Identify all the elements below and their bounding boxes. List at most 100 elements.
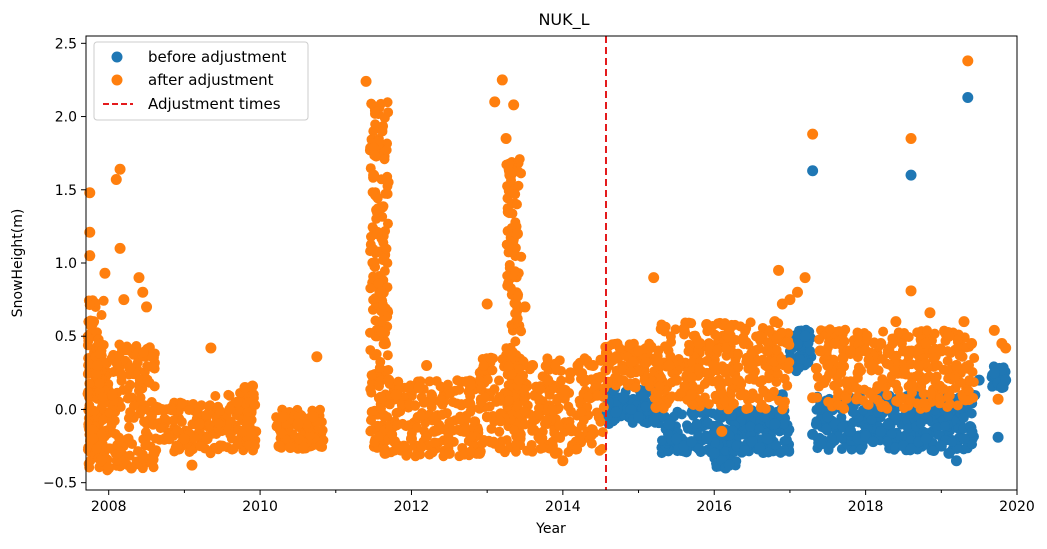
after-adjustment-band-point <box>593 412 604 423</box>
after-adjustment-point <box>413 381 425 393</box>
y-tick-label: 2.5 <box>55 36 77 52</box>
before-adjustment-point <box>950 455 962 467</box>
after-adjustment-band-point <box>377 299 388 310</box>
after-adjustment-band-point <box>688 399 699 410</box>
after-adjustment-band-point <box>416 442 427 453</box>
after-adjustment-band-point <box>125 379 136 390</box>
after-adjustment-band-point <box>702 375 713 386</box>
after-adjustment-band-point <box>132 446 143 457</box>
before-adjustment-point <box>988 367 1000 379</box>
after-adjustment-band-point <box>891 396 902 407</box>
after-adjustment-band-point <box>516 251 527 262</box>
after-adjustment-point <box>928 352 940 364</box>
y-tick-label: 0.0 <box>55 402 77 418</box>
after-adjustment-band-point <box>249 440 260 451</box>
after-adjustment-band-point <box>507 369 518 380</box>
after-adjustment-band-point <box>148 462 159 473</box>
before-adjustment-band-point <box>794 362 805 373</box>
after-adjustment-band-point <box>172 425 183 436</box>
after-adjustment-band-point <box>482 374 493 385</box>
after-adjustment-band-point <box>576 406 587 417</box>
before-adjustment-point <box>670 433 682 445</box>
after-adjustment-point <box>822 360 834 372</box>
after-adjustment-point <box>519 301 531 313</box>
after-adjustment-band-point <box>771 376 782 387</box>
after-adjustment-band-point <box>509 425 520 436</box>
after-adjustment-band-point <box>456 399 467 410</box>
before-adjustment-band-point <box>826 433 837 444</box>
after-adjustment-band-point <box>146 351 157 362</box>
before-adjustment-point <box>746 436 758 448</box>
after-adjustment-point <box>458 425 470 437</box>
after-adjustment-band-point <box>719 395 730 406</box>
before-adjustment-band-point <box>805 345 816 356</box>
after-adjustment-band-point <box>375 403 386 414</box>
after-adjustment-band-point <box>133 385 144 396</box>
after-adjustment-band-point <box>656 372 667 383</box>
before-adjustment-point <box>962 92 974 104</box>
after-adjustment-band-point <box>666 391 677 402</box>
after-adjustment-band-point <box>371 204 382 215</box>
after-adjustment-band-point <box>535 443 546 454</box>
after-adjustment-band-point <box>144 377 155 388</box>
after-adjustment-band-point <box>721 343 732 354</box>
before-adjustment-point <box>822 411 834 423</box>
after-adjustment-band-point <box>494 443 505 454</box>
after-adjustment-band-point <box>510 266 521 277</box>
y-axis: −0.5 0.0 0.5 1.0 1.5 2.0 2.5 <box>43 36 86 492</box>
before-adjustment-band-point <box>637 390 648 401</box>
after-adjustment-band-point <box>91 368 102 379</box>
after-adjustment-band <box>649 317 795 415</box>
after-adjustment-point <box>231 396 243 408</box>
before-adjustment-band-point <box>855 444 866 455</box>
after-adjustment-band-point <box>416 410 427 421</box>
after-adjustment-band-point <box>138 347 149 358</box>
after-adjustment-band-point <box>519 406 530 417</box>
after-adjustment-band-point <box>465 406 476 417</box>
after-adjustment-band-point <box>960 394 971 405</box>
y-tick-label: 2.0 <box>55 110 77 126</box>
after-adjustment-band-point <box>380 338 391 349</box>
after-adjustment-band-point <box>566 406 577 417</box>
after-adjustment-band-point <box>426 389 437 400</box>
after-adjustment-band-point <box>639 374 650 385</box>
after-adjustment-point <box>247 380 259 392</box>
after-adjustment-point <box>500 133 512 145</box>
after-adjustment-band-point <box>554 420 565 431</box>
before-adjustment-band-point <box>958 412 969 423</box>
after-adjustment-point <box>549 447 561 459</box>
after-adjustment-band-point <box>882 390 893 401</box>
after-adjustment-band-point <box>899 364 910 375</box>
after-adjustment-point <box>125 462 137 474</box>
before-adjustment-band-point <box>947 436 958 447</box>
after-adjustment-band-point <box>922 325 933 336</box>
after-adjustment-point <box>224 403 236 415</box>
after-adjustment-band-point <box>630 382 641 393</box>
after-adjustment-point <box>485 352 497 364</box>
before-adjustment-band-point <box>795 353 806 364</box>
before-adjustment-band-point <box>966 427 977 438</box>
after-adjustment-point <box>383 374 395 386</box>
after-adjustment-point <box>504 169 516 181</box>
after-adjustment-band-point <box>758 385 769 396</box>
after-adjustment-band-point <box>547 404 558 415</box>
before-adjustment-point <box>890 411 902 423</box>
after-adjustment-band-point <box>542 356 553 367</box>
after-adjustment-band-point <box>582 391 593 402</box>
after-adjustment-band-point <box>84 378 95 389</box>
after-adjustment-band-point <box>710 329 721 340</box>
after-adjustment-point <box>496 74 508 86</box>
after-adjustment-band-point <box>952 334 963 345</box>
after-adjustment-band-point <box>683 346 694 357</box>
after-adjustment-band-point <box>903 331 914 342</box>
before-adjustment-point <box>958 433 970 445</box>
after-adjustment-point <box>178 433 190 445</box>
before-adjustment-point <box>791 338 803 350</box>
after-adjustment-band-point <box>617 375 628 386</box>
after-adjustment-band-point <box>168 415 179 426</box>
after-adjustment-band-point <box>760 403 771 414</box>
after-adjustment-band-point <box>124 422 135 433</box>
after-adjustment-point <box>693 338 705 350</box>
after-adjustment-point <box>110 174 122 186</box>
